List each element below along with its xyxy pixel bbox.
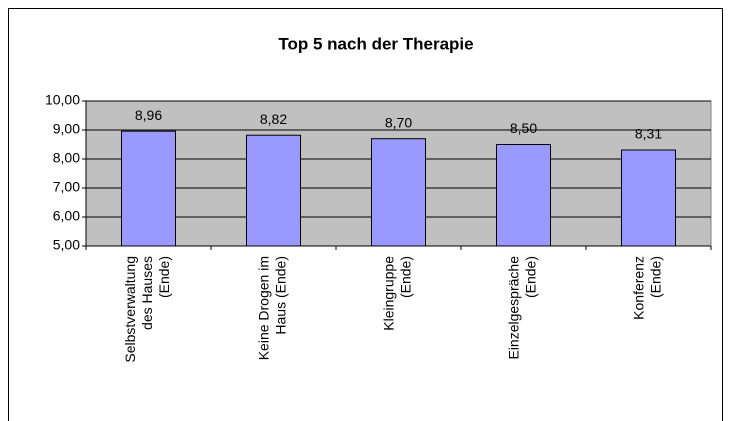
x-tick-label: (Ende)	[156, 256, 172, 298]
data-label: 8,82	[260, 111, 287, 127]
y-tick-label: 7,00	[53, 179, 80, 195]
data-label: 8,31	[635, 126, 662, 142]
x-tick-label: des Hauses	[139, 256, 155, 330]
x-tick-label: Konferenz	[631, 256, 647, 320]
x-tick-label: (Ende)	[398, 256, 414, 298]
data-label: 8,96	[135, 107, 162, 123]
data-label: 8,50	[510, 120, 537, 136]
x-tick-label: (Ende)	[648, 256, 664, 298]
bar	[246, 134, 301, 247]
bar	[621, 149, 676, 247]
chart-title: Top 5 nach der Therapie	[278, 34, 473, 53]
bar	[371, 138, 426, 247]
x-tick-label: Selbstverwaltung	[122, 256, 138, 363]
bar	[496, 144, 551, 247]
bar	[121, 130, 176, 247]
y-tick-label: 9,00	[53, 121, 80, 137]
y-tick-label: 10,00	[45, 92, 80, 108]
x-tick-label: Keine Drogen im	[256, 256, 272, 360]
chart-frame	[8, 8, 723, 421]
x-tick-label: (Ende)	[523, 256, 539, 298]
y-tick-label: 8,00	[53, 150, 80, 166]
x-tick-label: Haus (Ende)	[273, 256, 289, 335]
data-label: 8,70	[385, 114, 412, 130]
x-tick-label: Kleingruppe	[381, 256, 397, 331]
x-tick-label: Einzelgespräche	[506, 256, 522, 360]
y-tick-label: 6,00	[53, 208, 80, 224]
y-tick-label: 5,00	[53, 237, 80, 253]
